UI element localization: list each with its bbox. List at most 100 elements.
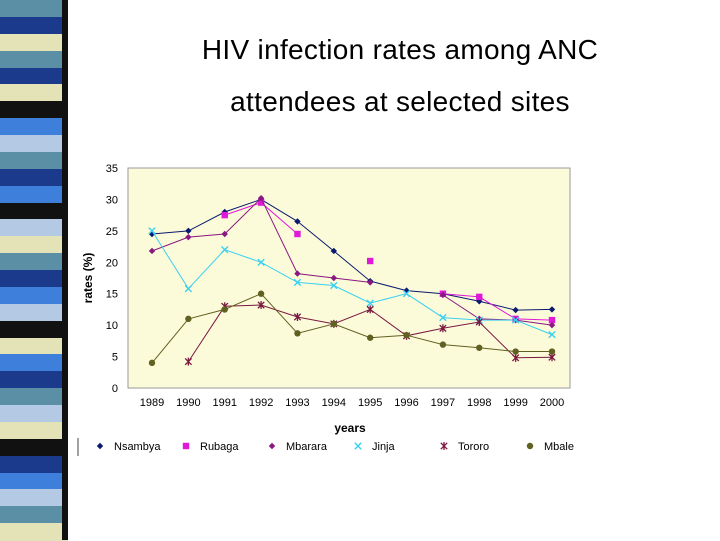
- data-point-rubaga: [548, 316, 556, 324]
- data-point-mbarara: [439, 291, 447, 299]
- data-point-rubaga: [476, 293, 483, 301]
- x-axis-ticks: 1989 1990 1991 1992 1993 1994 1995 1996 1997 1998…: [140, 397, 564, 409]
- stripe-block: [0, 371, 68, 389]
- y-tick-label: 20: [106, 257, 118, 269]
- stripe-block: [0, 50, 68, 68]
- legend-marker-nsambya: [96, 442, 104, 450]
- x-tick-label: 1996: [394, 397, 418, 409]
- data-point-rubaga: [221, 211, 228, 219]
- stripe-block: [0, 101, 68, 119]
- stripe-block: [0, 337, 68, 355]
- legend-item-jinja: Jinja: [354, 441, 396, 453]
- x-tick-label: 1989: [140, 397, 164, 409]
- slide-title-line-2: attendees at selected sites: [230, 86, 570, 117]
- slide-title-line-1: HIV infection rates among ANC: [201, 34, 599, 65]
- data-point-tororo: [475, 318, 483, 326]
- data-point-mbarara: [330, 274, 338, 282]
- data-point-nsambya: [294, 218, 301, 225]
- x-tick-label: 1999: [503, 397, 527, 409]
- stripe-block: [0, 523, 68, 541]
- stripe-block: [0, 135, 68, 153]
- data-point-jinja: [402, 290, 411, 298]
- data-point-jinja: [221, 246, 229, 254]
- legend-label-mbale: Mbale: [544, 441, 574, 453]
- stripe-block: [0, 320, 68, 338]
- stripe-block: [0, 202, 68, 220]
- data-point-jinja: [257, 258, 265, 266]
- data-point-jinja: [366, 299, 374, 307]
- series-line-nsambya: [151, 198, 553, 311]
- data-point-tororo: [366, 305, 374, 314]
- data-point-mbarara: [148, 247, 156, 255]
- data-point-mbale: [439, 341, 447, 348]
- legend-item-mbale: Mbale: [526, 441, 574, 453]
- data-point-mbarara: [294, 270, 301, 277]
- stripe-block: [0, 270, 68, 288]
- data-point-jinja: [511, 316, 520, 324]
- data-point-mbarara: [185, 233, 192, 241]
- legend-label-tororo: Tororo: [458, 441, 489, 453]
- y-tick-label: 10: [106, 320, 118, 332]
- stripe-block: [0, 0, 68, 18]
- legend: Nsambya Rubaga Mbarara Jinja Tororo Mbale: [77, 438, 574, 456]
- decorative-stripe: [0, 0, 68, 541]
- stripe-block: [0, 253, 68, 271]
- data-point-mbale: [403, 332, 410, 339]
- legend-label-rubaga: Rubaga: [200, 441, 239, 453]
- y-tick-label: 0: [112, 383, 118, 395]
- legend-marker-jinja: [354, 442, 362, 450]
- stripe-block: [0, 286, 68, 305]
- x-axis-label: years: [334, 421, 366, 435]
- legend-item-nsambya: Nsambya: [96, 441, 161, 453]
- data-point-jinja: [184, 284, 193, 293]
- x-tick-label: 1998: [467, 397, 491, 409]
- data-point-rubaga: [294, 230, 301, 238]
- data-point-nsambya: [330, 247, 338, 255]
- stripe-block: [0, 219, 68, 237]
- stripe-block: [0, 506, 68, 524]
- legend-label-nsambya: Nsambya: [114, 441, 161, 453]
- series-layer: [148, 194, 556, 367]
- data-point-jinja: [439, 313, 447, 322]
- legend-item-mbarara: Mbarara: [268, 441, 328, 453]
- data-point-jinja: [293, 278, 302, 287]
- legend-item-tororo: Tororo: [440, 441, 489, 453]
- legend-label-jinja: Jinja: [372, 441, 396, 453]
- data-point-tororo: [184, 357, 193, 366]
- x-tick-label: 1991: [212, 397, 236, 409]
- series-mbale: [148, 290, 556, 367]
- stripe-block: [0, 151, 68, 170]
- data-point-tororo: [511, 353, 520, 362]
- data-point-mbale: [221, 306, 228, 313]
- data-point-mbale: [148, 359, 156, 367]
- data-point-mbarara: [366, 279, 374, 286]
- data-point-mbale: [366, 334, 374, 341]
- stripe-edge: [62, 0, 68, 540]
- data-point-jinja: [330, 281, 338, 290]
- x-tick-label: 1994: [322, 397, 346, 409]
- data-point-rubaga: [257, 199, 265, 206]
- plot-area: [127, 167, 571, 389]
- data-point-mbale: [294, 330, 301, 337]
- stripe-block: [0, 405, 68, 423]
- data-point-mbale: [548, 348, 556, 355]
- legend-marker-mbarara: [268, 442, 276, 450]
- legend-label-mbarara: Mbarara: [286, 441, 328, 453]
- stripe-block: [0, 472, 68, 490]
- stripe-block: [0, 455, 68, 473]
- legend-marker-tororo: [440, 442, 448, 450]
- stripe-block: [0, 168, 68, 187]
- stripe-block: [0, 16, 68, 35]
- data-point-mbale: [257, 290, 265, 297]
- y-tick-label: 15: [106, 289, 118, 301]
- stripe-block: [0, 489, 68, 507]
- stripe-block: [0, 33, 68, 52]
- y-tick-label: 25: [106, 226, 118, 238]
- stripe-block: [0, 388, 68, 406]
- y-axis-ticks: 0 5 10 15 20 25 30 35: [106, 163, 118, 395]
- stripe-block: [0, 118, 68, 136]
- x-tick-label: 1993: [285, 397, 309, 409]
- x-tick-label: 2000: [540, 397, 564, 409]
- y-tick-label: 35: [106, 163, 118, 175]
- series-line-jinja: [151, 230, 553, 336]
